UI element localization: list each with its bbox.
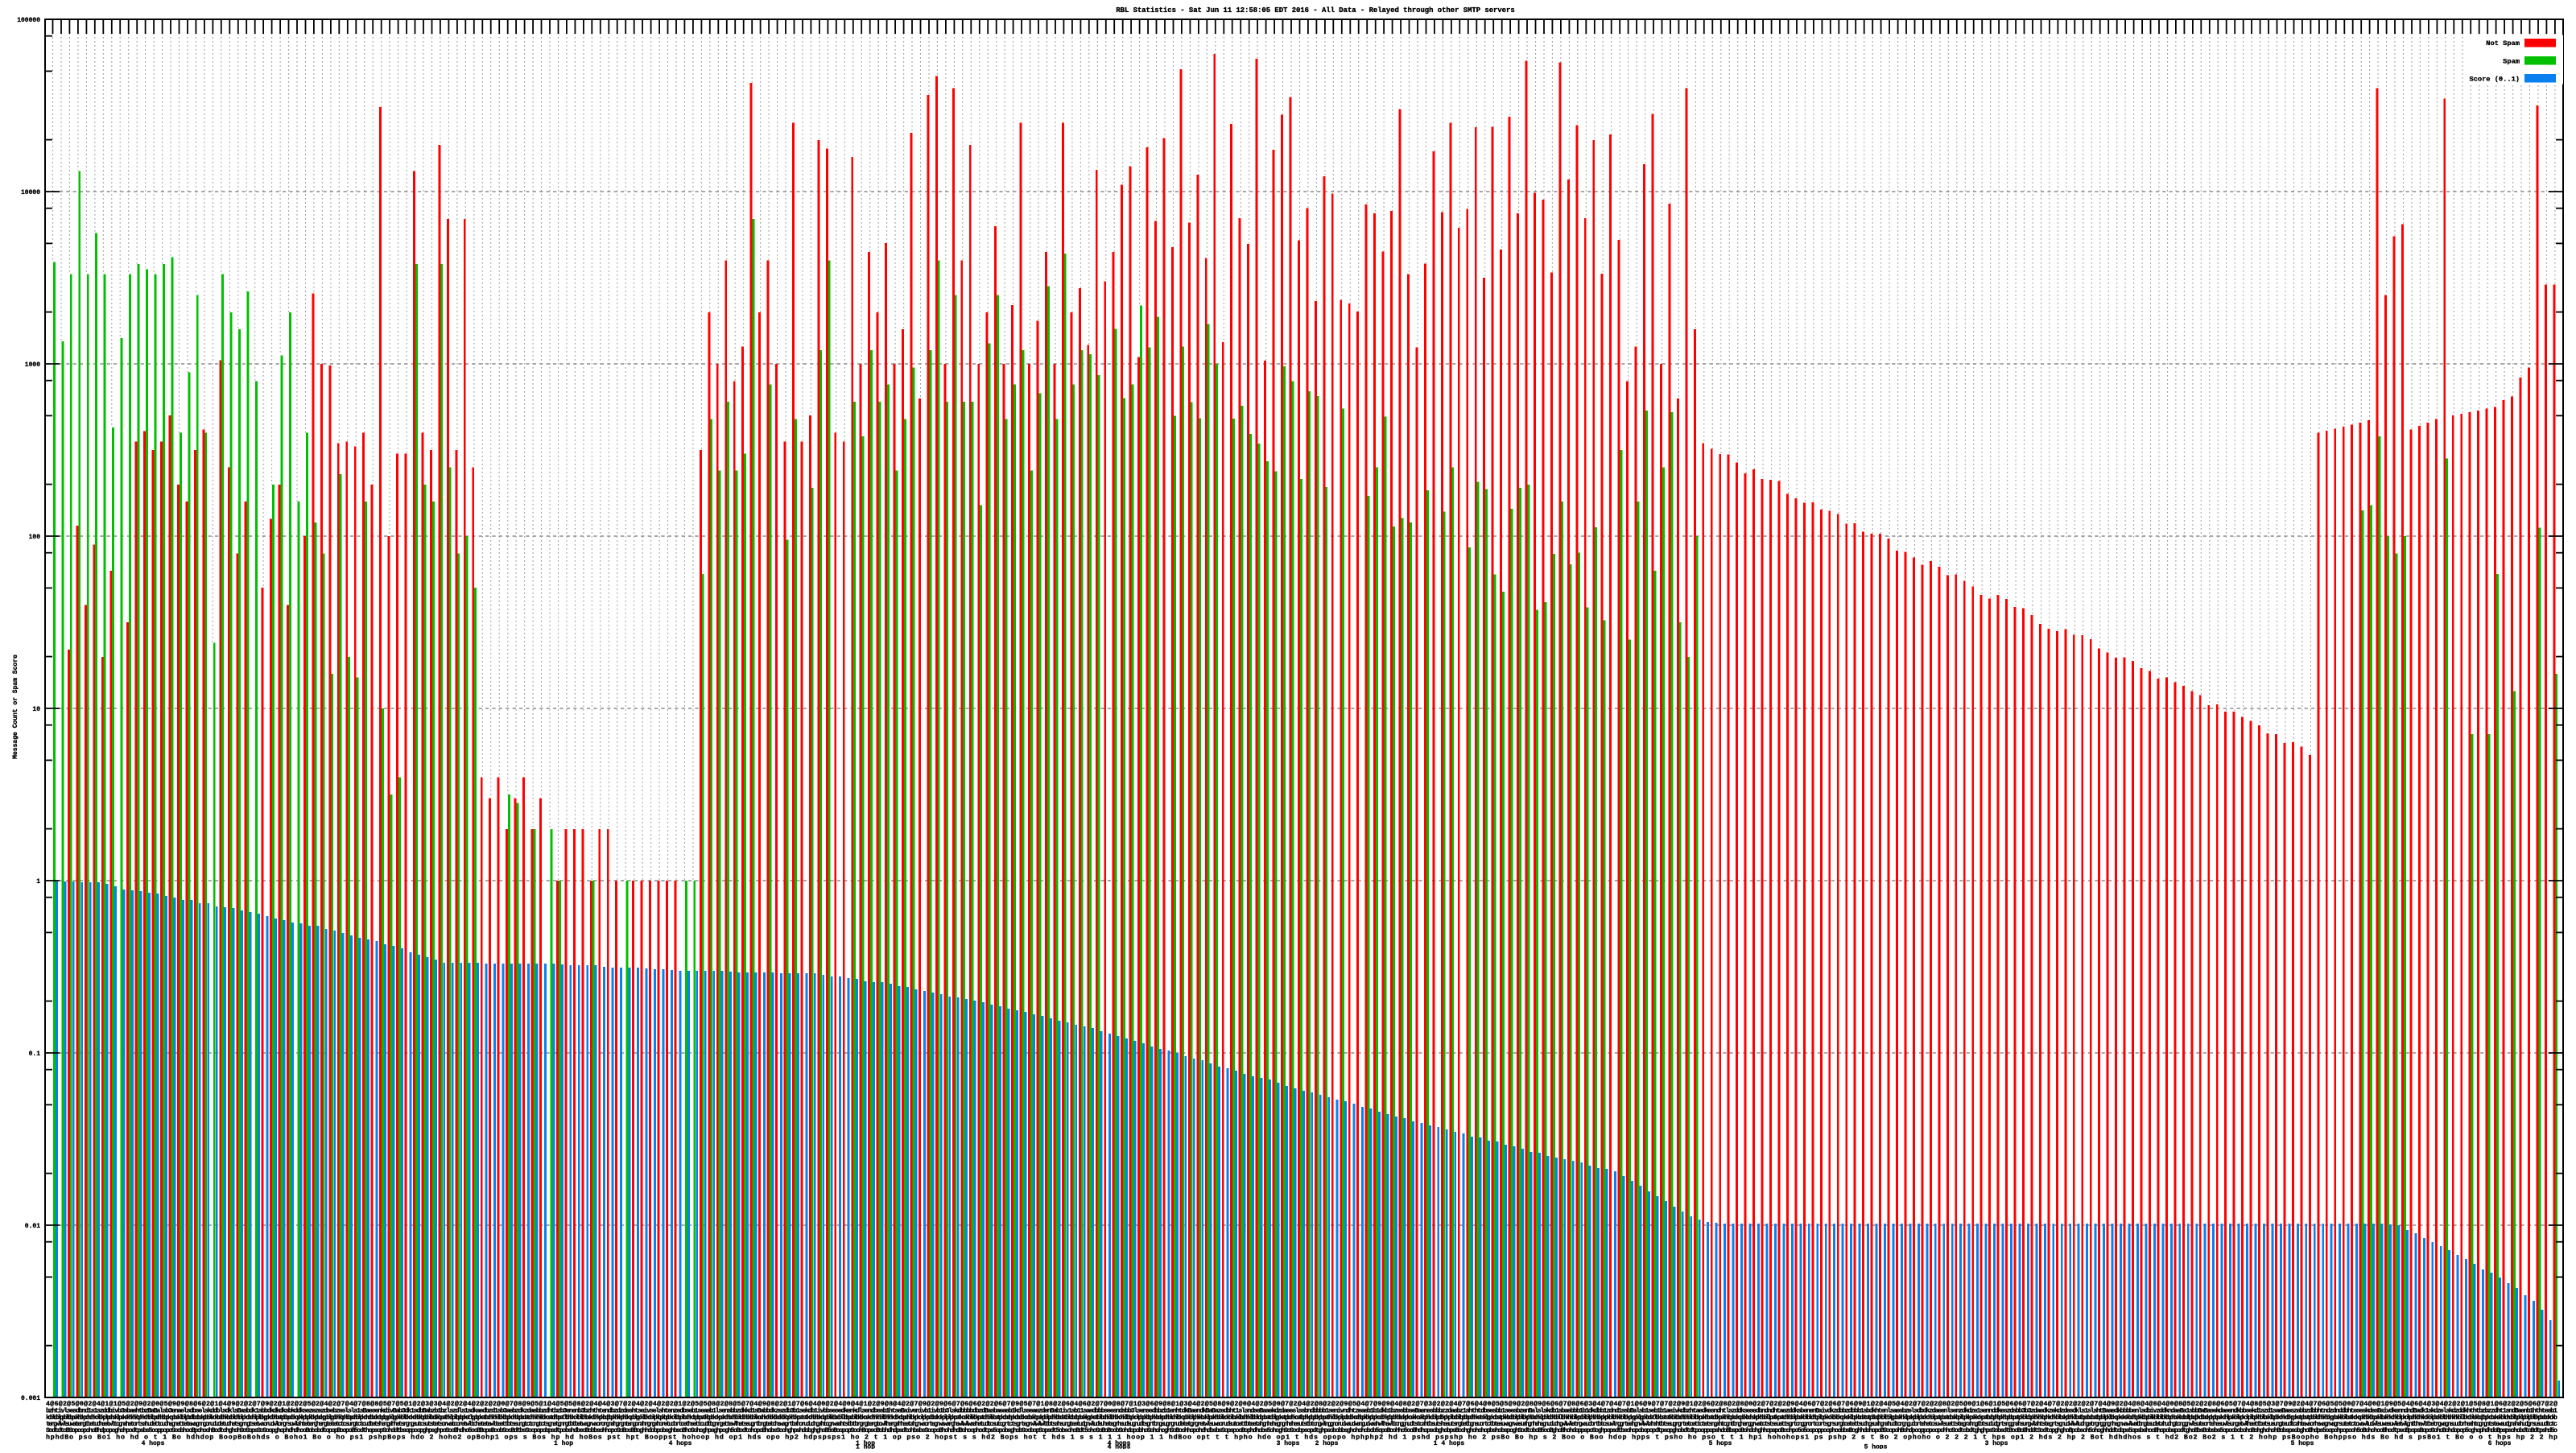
svg-text:1: 1 bbox=[36, 878, 40, 885]
svg-text:bzhtivlsesdbnd1s1szddbivb3sbae: bzhtivlsesdbnd1s1szddbivb3sbaehtbzBaBals… bbox=[46, 1406, 2557, 1414]
svg-text:1 hop: 1 hop bbox=[554, 1440, 573, 1447]
svg-text:hphdBo pso Bo1 ho hd o t: hphdBo pso Bo1 ho hd o t 1 Bo hdhdop Boo… bbox=[46, 1434, 2557, 1442]
svg-text:tergwlwlsuwatergtbetudheetwltc: tergwlwlsuwatergtbetudheetwltcgnahetorts… bbox=[46, 1420, 2557, 1428]
svg-text:1 hop: 1 hop bbox=[856, 1440, 875, 1447]
svg-text:4 hops: 4 hops bbox=[142, 1440, 165, 1447]
svg-text:5 hops: 5 hops bbox=[1864, 1444, 1888, 1450]
svg-text:1000: 1000 bbox=[25, 361, 40, 369]
svg-text:4@6@2@5@0@2@4@1@1@5@2@9@2@0@5@: 4@6@2@5@0@2@4@1@1@5@2@9@2@0@5@9@9@8@6@2@… bbox=[46, 1400, 2557, 1408]
svg-text:Not Spam: Not Spam bbox=[2486, 39, 2520, 47]
svg-text:Score (0..1): Score (0..1) bbox=[2469, 75, 2520, 83]
svg-text:100: 100 bbox=[29, 534, 41, 541]
svg-text:0.01: 0.01 bbox=[25, 1223, 40, 1230]
svg-text:3 hops: 3 hops bbox=[1277, 1440, 1300, 1447]
svg-text:4 hops: 4 hops bbox=[1108, 1444, 1131, 1450]
svg-text:SodtdtoBSopoopohoBhdpopoghohpo: SodtdtoBSopoopohoBhdpopoghohpodtpsbs5oop… bbox=[46, 1426, 2557, 1434]
svg-text:10000: 10000 bbox=[21, 189, 40, 196]
svg-text:10: 10 bbox=[32, 706, 40, 713]
svg-text:100000: 100000 bbox=[17, 17, 40, 24]
svg-text:2 hops: 2 hops bbox=[1315, 1440, 1339, 1447]
svg-text:4 hops: 4 hops bbox=[669, 1440, 692, 1447]
svg-text:3 hops: 3 hops bbox=[1985, 1440, 2008, 1447]
svg-text:0.1: 0.1 bbox=[29, 1051, 41, 1058]
svg-text:kobldblppblbbpskhbkpdhdhkolbkp: kobldblppblbbpskhbkpdhdhkolbkplpdhsklpsk… bbox=[46, 1414, 2557, 1422]
svg-text:5 hops: 5 hops bbox=[2291, 1440, 2314, 1447]
svg-text:RBL Statistics - Sat Jun 11 12: RBL Statistics - Sat Jun 11 12:58:05 EDT… bbox=[1116, 6, 1514, 14]
svg-text:1 4 hops: 1 4 hops bbox=[1434, 1440, 1465, 1447]
svg-text:5 hops: 5 hops bbox=[1709, 1440, 1732, 1447]
svg-text:4 hops: 4 hops bbox=[1108, 1440, 1131, 1447]
svg-text:1 hop: 1 hop bbox=[856, 1444, 875, 1450]
svg-text:0.001: 0.001 bbox=[21, 1395, 40, 1402]
svg-text:6 hops: 6 hops bbox=[2488, 1440, 2512, 1447]
svg-text:Spam: Spam bbox=[2503, 57, 2520, 65]
svg-text:Message Count or Spam Score: Message Count or Spam Score bbox=[12, 654, 19, 759]
